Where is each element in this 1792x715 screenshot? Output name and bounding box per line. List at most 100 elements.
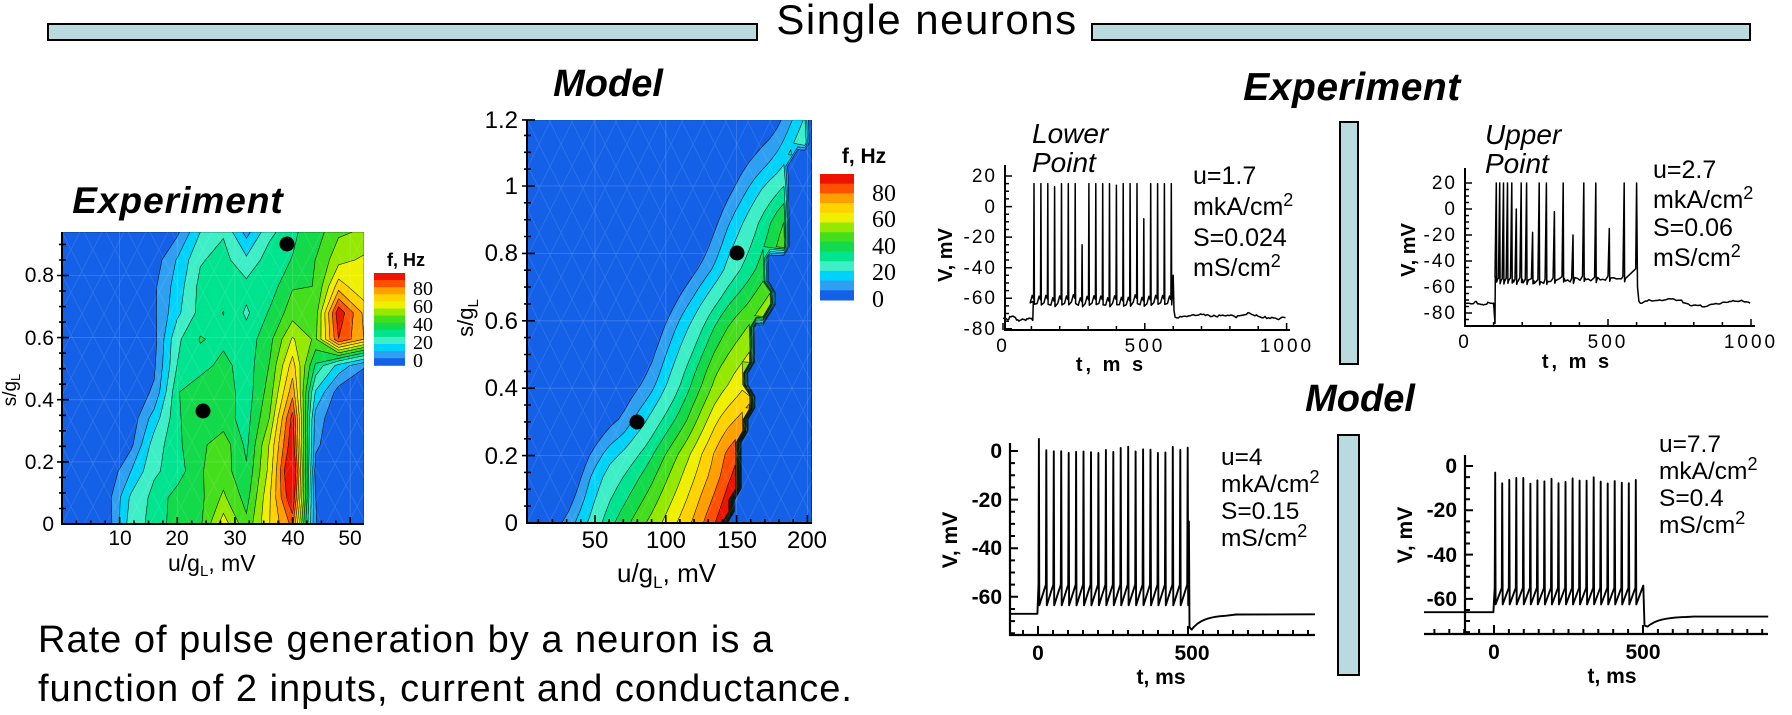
svg-text:0: 0 [872,287,884,313]
svg-text:u=2.7: u=2.7 [1653,156,1716,184]
svg-text:-20: -20 [1427,499,1457,522]
svg-text:u=7.7: u=7.7 [1659,431,1721,458]
svg-text:Experiment: Experiment [1243,66,1462,109]
svg-text:0: 0 [505,510,518,537]
svg-text:V, mV: V, mV [1394,507,1417,563]
svg-text:40: 40 [281,527,304,550]
svg-text:t, m s: t, m s [1542,351,1612,373]
svg-text:1: 1 [505,173,518,200]
svg-text:V, mV: V, mV [1398,222,1420,276]
svg-text:-20: -20 [972,489,1002,512]
svg-text:0: 0 [1488,641,1500,664]
svg-text:0: 0 [1458,332,1472,353]
svg-text:10: 10 [108,527,131,550]
svg-text:mS/cm2: mS/cm2 [1221,521,1307,552]
svg-text:s/gL: s/gL [0,374,23,407]
svg-text:Single neurons: Single neurons [776,0,1077,43]
svg-text:0.2: 0.2 [25,451,54,474]
svg-text:-60: -60 [1424,277,1457,298]
svg-text:20: 20 [972,166,997,187]
svg-text:200: 200 [787,527,827,554]
svg-text:mkA/cm2: mkA/cm2 [1221,467,1319,498]
svg-text:Rate of pulse generation by a: Rate of pulse generation by a neuron is … [38,619,774,661]
svg-text:500: 500 [1174,642,1209,665]
svg-text:Experiment: Experiment [72,180,284,221]
svg-text:mS/cm2: mS/cm2 [1193,251,1281,282]
svg-text:0: 0 [996,336,1010,357]
svg-text:Model: Model [1305,378,1416,420]
svg-text:function of 2 inputs, current: function of 2 inputs, current and conduc… [38,668,853,710]
svg-text:S=0.15: S=0.15 [1221,498,1299,525]
svg-text:60: 60 [413,296,433,318]
svg-text:mkA/cm2: mkA/cm2 [1653,183,1753,214]
svg-text:0.8: 0.8 [25,264,54,287]
svg-text:0: 0 [990,440,1002,463]
svg-text:80: 80 [413,278,433,300]
svg-text:-40: -40 [1424,251,1457,272]
svg-text:-20: -20 [964,227,997,248]
svg-text:0.6: 0.6 [25,327,54,350]
svg-text:1000: 1000 [1260,336,1314,357]
svg-text:V, mV: V, mV [939,512,962,568]
svg-text:20: 20 [165,527,188,550]
svg-text:500: 500 [1125,336,1166,357]
svg-text:Upper: Upper [1485,119,1563,150]
svg-text:0.4: 0.4 [25,389,55,412]
svg-text:-40: -40 [972,537,1002,560]
svg-text:-60: -60 [964,288,997,309]
svg-text:500: 500 [1588,332,1629,353]
svg-text:100: 100 [646,527,686,554]
svg-text:S=0.024: S=0.024 [1193,224,1287,252]
svg-text:-60: -60 [972,586,1002,609]
svg-text:S=0.06: S=0.06 [1653,214,1733,242]
svg-text:Lower: Lower [1032,118,1110,149]
svg-text:20: 20 [1432,173,1457,194]
svg-text:V, mV: V, mV [935,227,957,281]
svg-text:40: 40 [872,234,896,260]
svg-text:0: 0 [1032,642,1044,665]
svg-text:u/gL, mV: u/gL, mV [168,550,256,580]
svg-text:30: 30 [223,527,246,550]
svg-text:40: 40 [413,314,433,336]
svg-text:Point: Point [1032,147,1097,178]
svg-text:t, m s: t, m s [1076,354,1146,376]
svg-text:-40: -40 [964,258,997,279]
svg-text:Model: Model [553,63,664,105]
svg-text:1.2: 1.2 [485,107,518,134]
svg-text:0.6: 0.6 [485,308,518,335]
svg-text:50: 50 [582,527,609,554]
svg-text:20: 20 [413,332,433,354]
svg-text:Point: Point [1485,148,1550,179]
svg-text:0: 0 [42,513,54,536]
svg-text:0.8: 0.8 [485,240,518,267]
svg-text:f, Hz: f, Hz [387,250,425,270]
svg-text:f, Hz: f, Hz [842,145,886,168]
svg-text:0.4: 0.4 [485,375,518,402]
svg-text:0.2: 0.2 [485,443,518,470]
svg-text:50: 50 [338,527,361,550]
svg-text:60: 60 [872,207,896,233]
svg-text:-40: -40 [1427,544,1457,567]
svg-text:u=4: u=4 [1221,444,1263,471]
svg-text:-80: -80 [964,319,997,340]
svg-text:mS/cm2: mS/cm2 [1653,241,1741,272]
svg-text:1000: 1000 [1724,332,1778,353]
svg-text:mkA/cm2: mkA/cm2 [1659,454,1757,485]
svg-text:80: 80 [872,181,896,207]
svg-text:mkA/cm2: mkA/cm2 [1193,190,1293,221]
svg-text:20: 20 [872,260,896,286]
svg-text:-20: -20 [1424,225,1457,246]
svg-text:t, ms: t, ms [1587,665,1636,688]
svg-text:0: 0 [984,197,997,218]
svg-text:u=1.7: u=1.7 [1193,162,1256,190]
svg-text:mS/cm2: mS/cm2 [1659,508,1745,539]
svg-text:500: 500 [1625,641,1660,664]
svg-text:S=0.4: S=0.4 [1659,485,1724,512]
svg-text:-80: -80 [1424,303,1457,324]
svg-text:-60: -60 [1427,588,1457,611]
svg-text:t, ms: t, ms [1136,666,1185,689]
svg-text:0: 0 [1444,199,1457,220]
svg-text:u/gL, mV: u/gL, mV [617,558,717,592]
svg-text:150: 150 [717,527,757,554]
svg-text:0: 0 [413,350,423,372]
